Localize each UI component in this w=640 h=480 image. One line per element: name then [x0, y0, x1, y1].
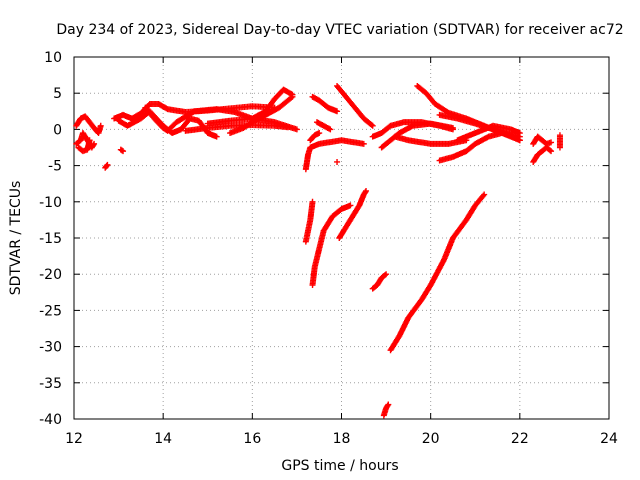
track-track-1500-rise — [204, 86, 296, 127]
data-marks — [73, 82, 563, 419]
plus-marker-series — [530, 133, 555, 147]
x-tick-label: 18 — [333, 431, 351, 447]
plus-marker-series — [387, 191, 488, 354]
plus-marker-series — [204, 86, 296, 127]
plus-marker-series — [556, 132, 563, 151]
track-track-2050-rise — [436, 130, 523, 164]
track-drop-1735 — [309, 202, 354, 289]
axis-ticks — [73, 56, 610, 420]
plus-marker-series — [369, 119, 456, 140]
y-axis-label: SDTVAR / TECUs — [8, 181, 24, 296]
y-tick-label: -30 — [39, 340, 62, 356]
y-tick-labels: 10 5 0 -5 -10 -15 -20 -25 -30 -35 -40 — [39, 50, 62, 428]
y-tick-label: -25 — [39, 303, 62, 319]
track-drop-1720 — [302, 198, 316, 245]
track-track-1730-c — [307, 130, 323, 144]
plus-marker-series — [75, 137, 93, 155]
track-track-1790-rise — [334, 82, 376, 129]
x-tick-label: 14 — [154, 431, 172, 447]
plus-marker-series — [73, 113, 104, 137]
plus-marker-series — [309, 202, 354, 289]
x-tick-label: 12 — [65, 431, 83, 447]
track-track-2100 — [454, 122, 523, 144]
track-deep-1900 — [380, 401, 392, 419]
x-axis-label: GPS time / hours — [281, 458, 398, 474]
y-tick-label: -20 — [39, 267, 62, 283]
chart-title: Day 234 of 2023, Sidereal Day-to-day VTE… — [56, 22, 623, 38]
track-late-cluster-b — [530, 144, 555, 165]
plus-marker-series — [369, 271, 390, 292]
plus-marker-series — [117, 146, 127, 155]
plus-marker-series — [302, 198, 316, 245]
plus-marker-series — [336, 187, 370, 241]
plus-marker-series — [309, 93, 341, 115]
y-tick-label: -10 — [39, 195, 62, 211]
x-tick-label: 22 — [511, 431, 529, 447]
y-tick-label: -40 — [39, 412, 62, 428]
track-track-1300-c — [117, 146, 127, 155]
y-tick-label: -35 — [39, 376, 62, 392]
track-drop-1790 — [336, 187, 370, 241]
plus-marker-series — [302, 137, 367, 173]
track-late-cluster-a — [530, 133, 555, 147]
track-dot-1785 — [334, 158, 341, 165]
track-early-cluster-a — [73, 113, 104, 137]
track-late-dots — [556, 132, 563, 151]
plus-marker-series — [313, 119, 334, 133]
track-track-1930-a — [369, 119, 456, 140]
track-long-rise — [387, 191, 488, 354]
plus-marker-series — [436, 130, 523, 164]
plus-marker-series — [227, 93, 296, 137]
x-tick-label: 20 — [422, 431, 440, 447]
plus-marker-series — [380, 401, 392, 419]
y-tick-label: 10 — [44, 50, 62, 66]
plus-marker-series — [334, 158, 341, 165]
track-early-cluster-c — [75, 137, 93, 155]
plus-marker-series — [307, 130, 323, 144]
y-tick-label: 0 — [53, 122, 62, 138]
y-tick-label: 5 — [53, 86, 62, 102]
plus-marker-series — [102, 161, 111, 171]
x-tick-label: 16 — [243, 431, 261, 447]
y-tick-label: -15 — [39, 231, 62, 247]
track-patch-1870 — [369, 271, 390, 292]
x-tick-labels: 12 14 16 18 20 22 24 — [65, 431, 618, 447]
plus-marker-series — [334, 82, 376, 129]
x-tick-label: 24 — [600, 431, 618, 447]
track-track-1730-b — [313, 119, 334, 133]
track-track-1730-a — [309, 93, 341, 115]
track-dip-1720 — [302, 137, 367, 173]
plus-marker-series — [454, 122, 523, 144]
track-track-1550 — [227, 93, 296, 137]
track-early-low — [102, 161, 111, 171]
plus-marker-series — [530, 144, 555, 165]
y-tick-label: -5 — [48, 159, 62, 175]
